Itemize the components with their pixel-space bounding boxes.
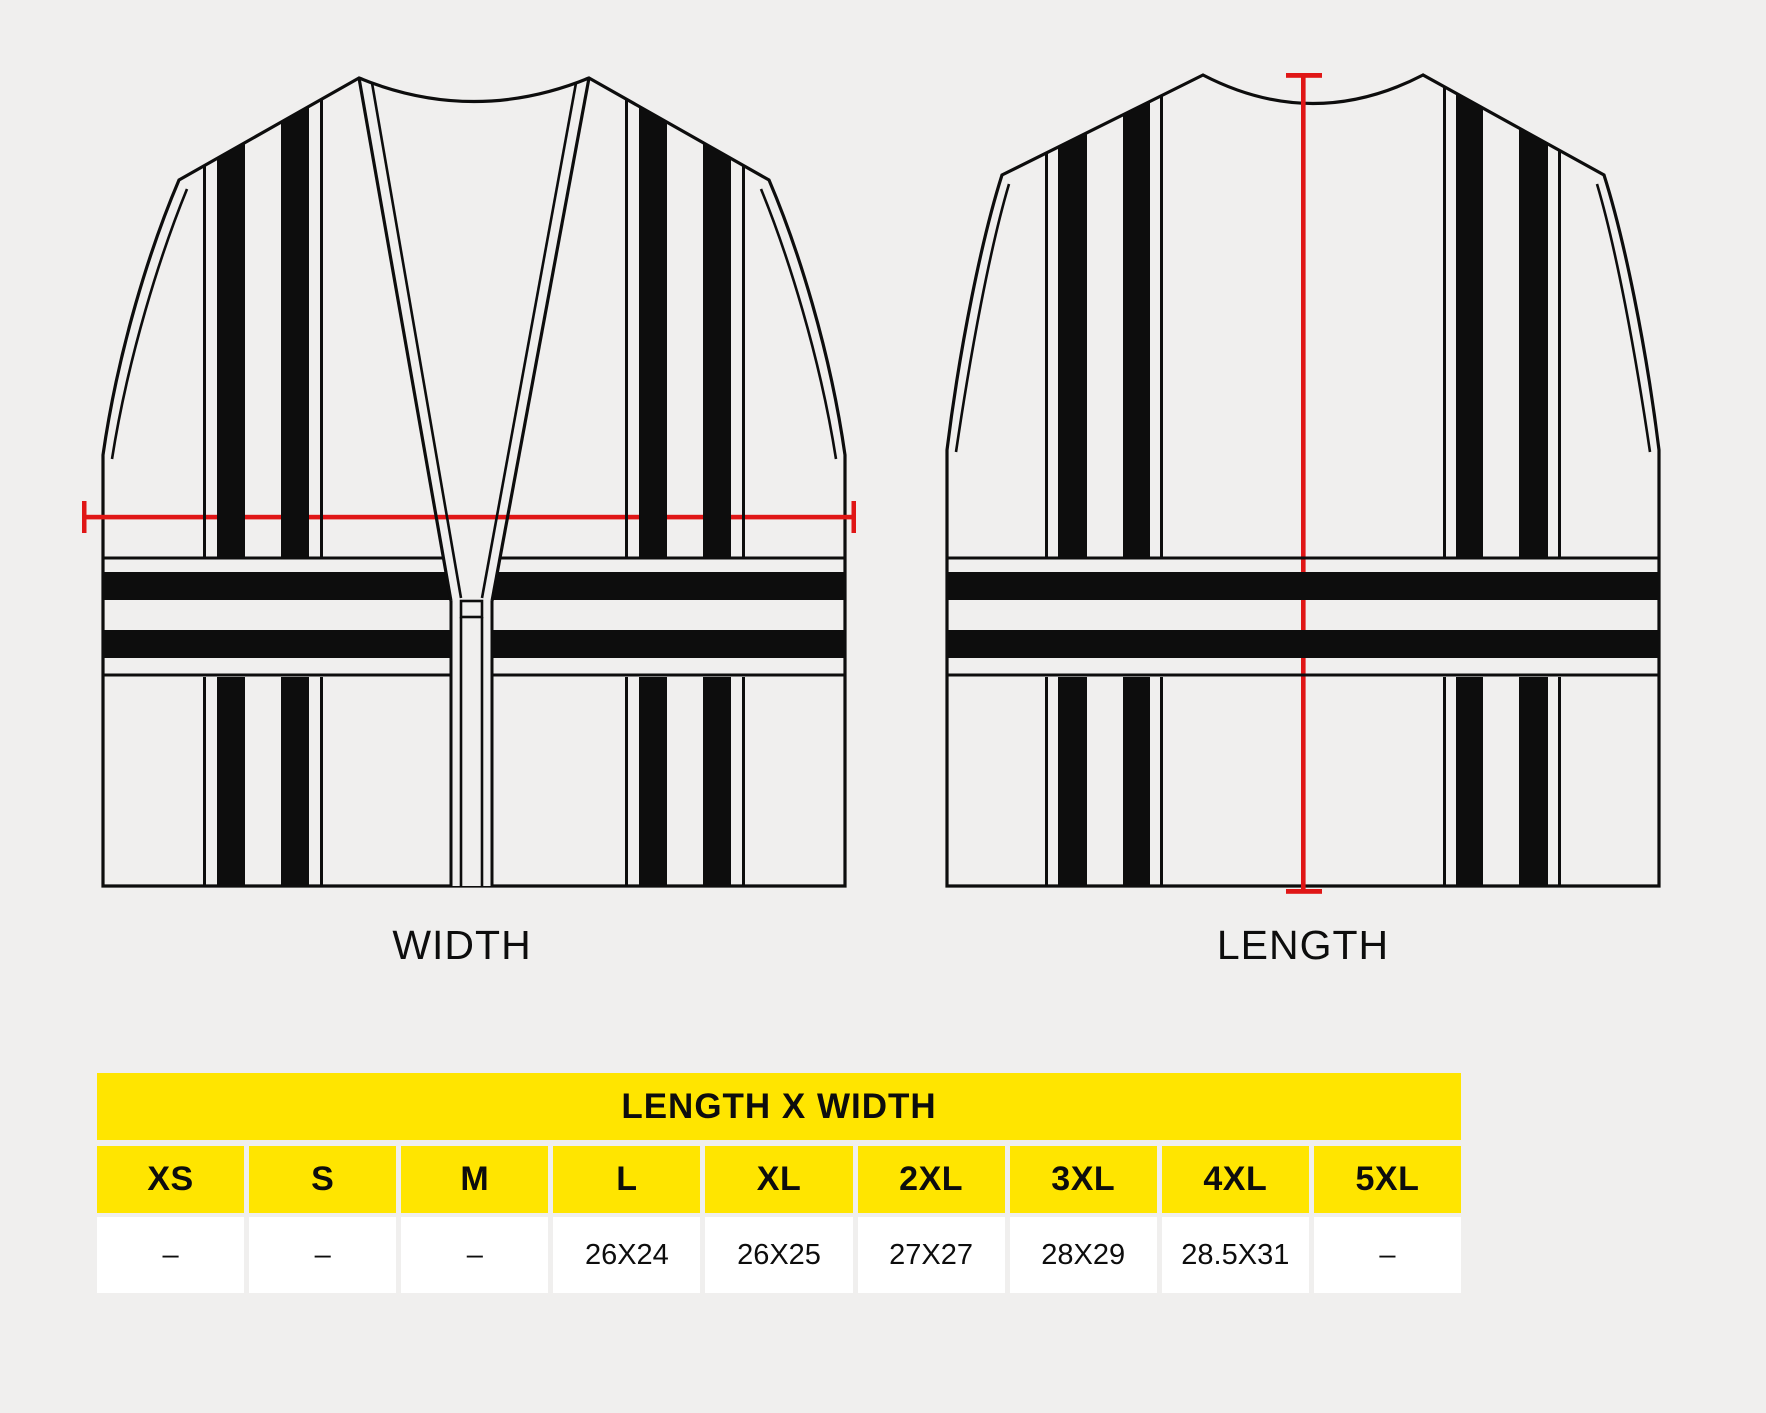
back-view-label: LENGTH xyxy=(1216,922,1390,968)
size-cell-2: M xyxy=(401,1146,549,1213)
size-cell-7: 4XL xyxy=(1161,1146,1309,1213)
value-cell-4: 26X25 xyxy=(705,1217,853,1293)
length-measure-line xyxy=(1286,73,1322,894)
front-right-panel-stripes xyxy=(492,78,845,886)
value-cell-8: – xyxy=(1313,1217,1461,1293)
front-armhole-trim xyxy=(110,188,838,460)
size-header-row: XS S M L XL 2XL 3XL 4XL 5XL xyxy=(97,1146,1461,1213)
size-cell-5: 2XL xyxy=(857,1146,1005,1213)
value-cell-0: – xyxy=(97,1217,245,1293)
width-measure-line xyxy=(82,501,856,533)
value-cell-7: 28.5X31 xyxy=(1161,1217,1309,1293)
front-vneck-trim xyxy=(357,77,591,602)
size-table: LENGTH X WIDTH XS S M L XL 2XL 3XL 4XL 5XL – – –26… xyxy=(97,1073,1461,1293)
front-zipper xyxy=(449,599,494,886)
size-cell-3: L xyxy=(553,1146,701,1213)
value-cell-5: 27X27 xyxy=(857,1217,1005,1293)
front-vest-neck-opening xyxy=(359,78,589,886)
size-cell-6: 3XL xyxy=(1009,1146,1157,1213)
front-vest-diagram xyxy=(82,76,856,888)
table-title: LENGTH X WIDTH xyxy=(97,1073,1461,1140)
size-cell-8: 5XL xyxy=(1313,1146,1461,1213)
vest-diagrams xyxy=(82,73,1661,894)
size-cell-0: XS xyxy=(97,1146,245,1213)
size-cell-4: XL xyxy=(705,1146,853,1213)
value-cell-2: – xyxy=(401,1217,549,1293)
front-left-panel-stripes xyxy=(103,78,451,886)
back-panel-stripes xyxy=(947,75,1659,886)
size-cell-1: S xyxy=(249,1146,397,1213)
back-armhole-trim xyxy=(954,183,1652,453)
value-cell-3: 26X24 xyxy=(553,1217,701,1293)
front-view-label: WIDTH xyxy=(392,922,532,968)
value-cell-1: – xyxy=(249,1217,397,1293)
value-cell-6: 28X29 xyxy=(1009,1217,1157,1293)
front-neckline xyxy=(358,76,590,104)
back-vest-diagram xyxy=(945,73,1661,894)
size-value-row: – – –26X24 26X25 27X27 28X29 28.5X31– xyxy=(97,1217,1461,1293)
